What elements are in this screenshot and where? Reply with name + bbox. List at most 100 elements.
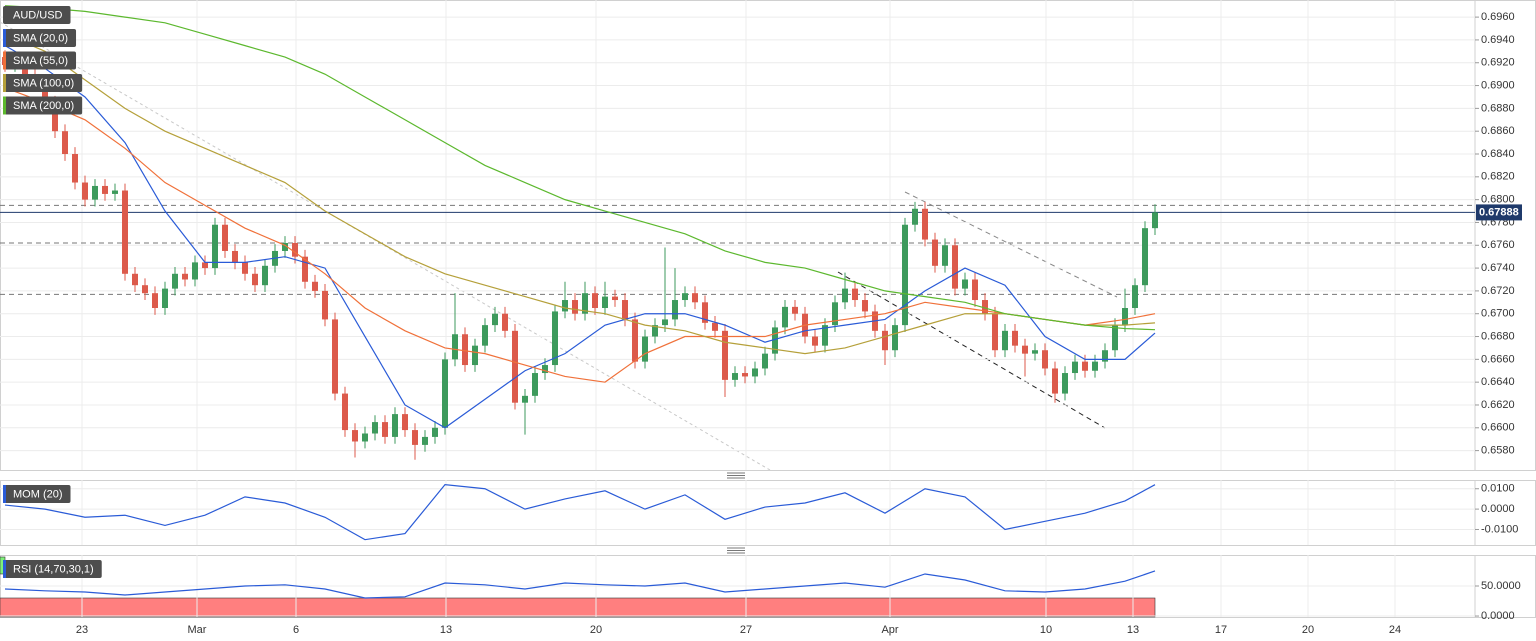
candle-body [672, 300, 678, 320]
candle-body [212, 224, 218, 269]
candle-body [572, 300, 578, 314]
candle-body [1042, 350, 1048, 369]
candle-body [142, 285, 148, 294]
candle-body [612, 296, 618, 301]
panel-handle[interactable] [727, 472, 745, 479]
candle-body [832, 302, 838, 326]
legend-box [3, 51, 77, 70]
x-tick-label: Apr [881, 624, 898, 636]
candle-body [842, 288, 848, 303]
candle-body [82, 182, 88, 200]
y-tick-label: 50.0000 [1481, 580, 1521, 592]
candle-body [442, 359, 448, 428]
legend-label: RSI (14,70,30,1) [13, 563, 94, 575]
candle-body [992, 313, 998, 351]
candle-body [1072, 361, 1078, 374]
x-tick-label: 10 [1040, 624, 1052, 636]
candle-body [582, 293, 588, 314]
y-tick-label: 0.6860 [1481, 125, 1515, 137]
y-tick-label: 0.6920 [1481, 57, 1515, 69]
candle-body [122, 190, 128, 274]
last-price-tag [1476, 204, 1522, 221]
candle-body [42, 83, 48, 103]
x-tick-label: 24 [1389, 624, 1401, 636]
legend-label: AUD/USD [13, 9, 63, 21]
x-tick-label: 27 [740, 624, 752, 636]
candle-body [822, 325, 828, 346]
x-tick-label: 13 [1127, 624, 1139, 636]
legend-swatch [3, 29, 6, 47]
candle-body [902, 224, 908, 326]
y-tick-label: 0.6580 [1481, 445, 1515, 457]
candle-body [1062, 373, 1068, 394]
candle-body [282, 242, 288, 251]
candle-body [202, 262, 208, 269]
legend-label: SMA (20,0) [13, 32, 68, 44]
y-tick-label: 0.6660 [1481, 353, 1515, 365]
candle-body [592, 293, 598, 309]
y-tick-label: 0.6960 [1481, 11, 1515, 23]
candle-body [372, 422, 378, 434]
candle-body [692, 293, 698, 303]
y-tick-label: 0.6620 [1481, 399, 1515, 411]
candle-body [882, 330, 888, 351]
candle-body [1052, 368, 1058, 394]
candle-body [1112, 325, 1118, 351]
candle-body [112, 190, 118, 194]
candle-body [562, 300, 568, 312]
candle-body [752, 368, 758, 377]
candle-body [432, 427, 438, 437]
oversold-band [0, 597, 1156, 618]
panel-handle[interactable] [727, 547, 745, 554]
legend-item: RSI (14,70,30,1) [3, 560, 102, 578]
candle-body [702, 302, 708, 323]
legend-box [3, 96, 83, 115]
candle-body [922, 208, 928, 240]
candle-body [332, 319, 338, 394]
indicator-line [4, 484, 1156, 541]
y-tick-label: 0.6600 [1481, 422, 1515, 434]
indicator-line [4, 45, 1156, 429]
x-tick-label: 13 [440, 624, 452, 636]
candle-body [1022, 345, 1028, 354]
y-tick-label: -0.0100 [1481, 523, 1518, 535]
legend-swatch [3, 51, 6, 70]
candle-body [782, 306, 788, 328]
candle-body [162, 288, 168, 309]
indicator-line [4, 5, 1156, 331]
legend-box [3, 485, 71, 503]
legend-swatch [3, 74, 6, 92]
legend-item: SMA (200,0) [3, 96, 83, 115]
candle-body [852, 288, 858, 301]
candle-body [52, 102, 58, 132]
legend-swatch [3, 485, 6, 503]
candle-body [1132, 285, 1138, 309]
panel-frame [0, 480, 1536, 546]
candle-body [732, 373, 738, 380]
candle-body [552, 311, 558, 366]
x-tick-label: 6 [293, 624, 299, 636]
candle-body [602, 296, 608, 309]
candle-body [972, 279, 978, 301]
x-tick-label: 23 [76, 624, 88, 636]
legend-swatch [3, 96, 6, 115]
legend-box [3, 29, 77, 47]
drawing-trendline [0, 21, 771, 471]
candle-body [172, 273, 178, 289]
y-tick-label: 0.6720 [1481, 285, 1515, 297]
candle-body [92, 185, 98, 200]
candle-body [1092, 361, 1098, 371]
candle-body [952, 245, 958, 289]
candle-body [62, 131, 68, 155]
legend-item: AUD/USD [3, 6, 71, 24]
candle-body [762, 353, 768, 369]
candle-body [262, 265, 268, 286]
candle-body [652, 325, 658, 337]
candle-body [342, 393, 348, 431]
candle-body [132, 273, 138, 286]
candle-body [422, 436, 428, 445]
y-tick-label: 0.6820 [1481, 171, 1515, 183]
candle-body [252, 273, 258, 286]
candle-body [182, 273, 188, 280]
candle-body [792, 306, 798, 314]
